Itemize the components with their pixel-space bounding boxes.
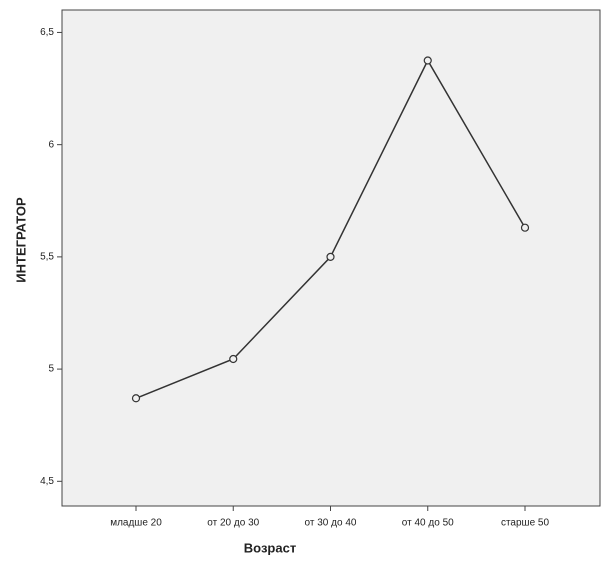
point — [326, 252, 335, 261]
point — [423, 56, 432, 65]
y-tick-label: 6,5 — [40, 27, 54, 38]
x-tick-label: от 20 до 30 — [207, 518, 259, 529]
point — [229, 354, 238, 364]
x-tick-label: старше 50 — [501, 518, 550, 529]
x-tick-label: от 30 до 40 — [305, 518, 357, 529]
x-axis-title: Возраст — [244, 540, 296, 555]
y-tick-label: 6 — [48, 139, 54, 150]
y-axis-title: ИНТЕГРАТОР — [13, 197, 28, 283]
y-tick-label: 4,5 — [40, 476, 54, 487]
y-tick-label: 5,5 — [40, 252, 54, 263]
y-tick-label: 5 — [48, 364, 54, 375]
point — [520, 223, 530, 232]
x-tick-label: от 40 до 50 — [402, 518, 454, 529]
x-tick-label: младше 20 — [110, 518, 162, 529]
point — [131, 394, 141, 403]
